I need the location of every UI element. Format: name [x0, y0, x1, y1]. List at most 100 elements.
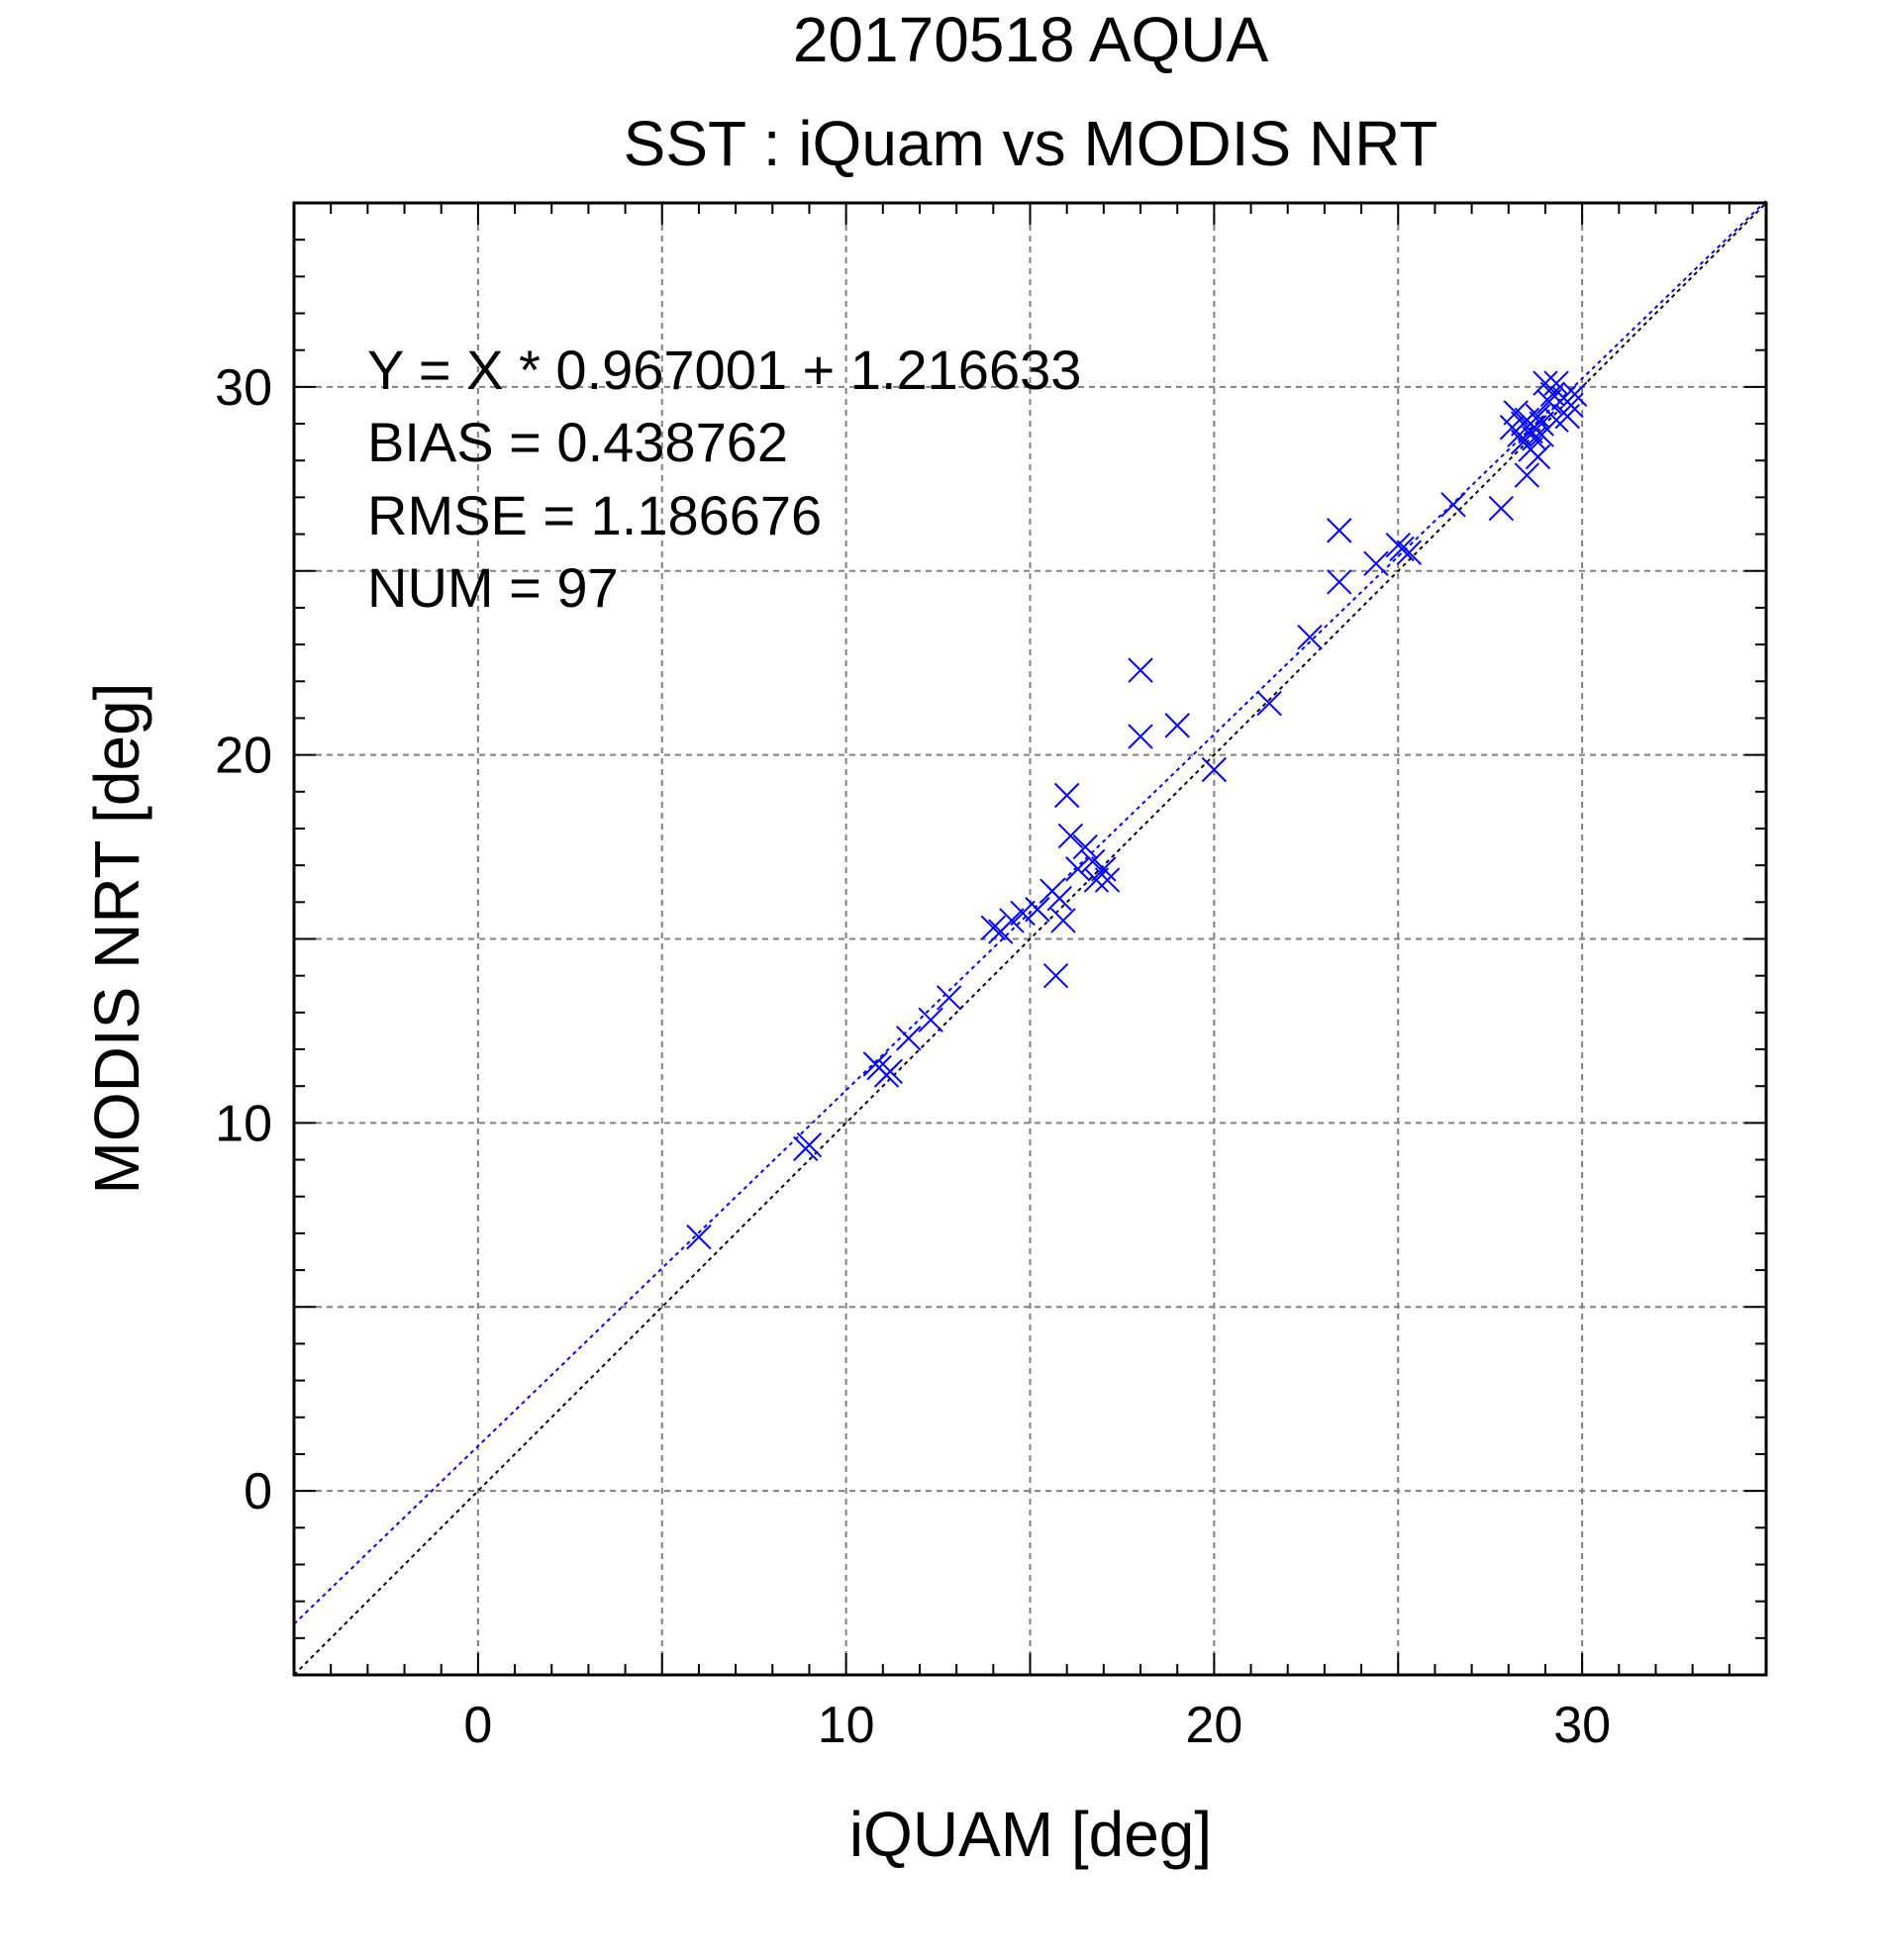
data-point-stroke — [1503, 400, 1529, 426]
data-point-stroke — [793, 1135, 819, 1162]
data-point-stroke — [1363, 550, 1389, 577]
num-value: NUM = 97 — [367, 556, 619, 619]
data-point-stroke — [1297, 624, 1323, 650]
data-point — [1543, 370, 1569, 396]
chart-subtitle: SST : iQuam vs MODIS NRT — [624, 108, 1438, 179]
data-point — [1396, 539, 1423, 565]
data-point-stroke — [877, 1058, 903, 1085]
x-tick-label: 20 — [1185, 1697, 1242, 1754]
data-point-stroke — [1529, 411, 1554, 437]
data-point — [1094, 867, 1121, 893]
data-point — [1561, 381, 1588, 408]
data-point-stroke — [1128, 657, 1153, 683]
data-point-stroke — [1025, 897, 1050, 923]
data-point — [1529, 411, 1554, 437]
data-point — [1201, 756, 1228, 783]
regression-equation: Y = X * 0.967001 + 1.216633 — [367, 339, 1081, 401]
data-point-stroke — [686, 1224, 712, 1250]
data-point-stroke — [1396, 539, 1423, 565]
data-point-stroke — [1327, 518, 1352, 543]
data-point — [999, 908, 1025, 933]
stats-annotation: Y = X * 0.967001 + 1.216633 BIAS = 0.438… — [367, 339, 1081, 619]
data-point-stroke — [1010, 900, 1036, 927]
data-point-stroke — [1525, 443, 1551, 470]
data-point — [1057, 823, 1084, 849]
data-point — [1128, 657, 1153, 683]
y-tick-label: 0 — [244, 1463, 272, 1520]
data-point-stroke — [1327, 569, 1352, 595]
data-point-stroke — [1057, 823, 1084, 849]
data-point-stroke — [1091, 856, 1117, 882]
data-point — [1440, 492, 1466, 518]
identity-line — [293, 202, 1767, 1676]
data-point-stroke — [896, 1026, 922, 1051]
data-point — [793, 1135, 819, 1162]
data-point — [686, 1224, 712, 1250]
data-point — [896, 1026, 922, 1051]
data-point-stroke — [1046, 885, 1072, 912]
data-point-stroke — [999, 908, 1025, 933]
data-point-stroke — [1053, 782, 1080, 809]
data-point-stroke — [1440, 492, 1466, 518]
data-point-stroke — [1164, 713, 1190, 738]
y-tick-labels: 0 10 20 30 — [215, 359, 272, 1520]
data-point — [1525, 443, 1551, 470]
data-point-stroke — [1535, 389, 1562, 415]
data-point-stroke — [1042, 962, 1069, 989]
data-point-stroke — [1201, 756, 1228, 783]
plot-frame — [292, 201, 1768, 1677]
data-point-stroke — [918, 1007, 943, 1032]
data-point — [980, 915, 1007, 941]
x-tick-labels: 0 10 20 30 — [463, 1697, 1611, 1754]
identity-line-path — [293, 202, 1767, 1676]
data-point-stroke — [1072, 833, 1098, 860]
data-point — [1042, 962, 1069, 989]
data-point — [1083, 867, 1110, 893]
data-point — [1025, 897, 1050, 923]
data-point-stroke — [1065, 856, 1091, 882]
y-tick-label: 30 — [215, 359, 272, 417]
x-tick-label: 0 — [463, 1697, 492, 1754]
regression-line-path — [293, 199, 1767, 1625]
data-point-stroke — [1543, 370, 1569, 396]
data-point — [1514, 462, 1540, 488]
y-axis-label: MODIS NRT [deg] — [81, 683, 152, 1195]
data-point — [1327, 518, 1352, 543]
data-point — [877, 1058, 903, 1085]
data-point — [1503, 400, 1529, 426]
data-points — [686, 370, 1588, 1250]
bias-value: BIAS = 0.438762 — [367, 411, 788, 473]
x-tick-label: 30 — [1553, 1697, 1611, 1754]
chart-title: 20170518 AQUA — [793, 4, 1269, 75]
data-point — [937, 985, 962, 1011]
data-point-stroke — [980, 915, 1007, 941]
data-point — [1164, 713, 1190, 738]
rmse-value: RMSE = 1.186676 — [367, 484, 822, 546]
data-point-stroke — [937, 985, 962, 1011]
grid — [294, 203, 1766, 1675]
data-point — [1065, 856, 1091, 882]
data-point — [1010, 900, 1036, 927]
data-point — [1327, 569, 1352, 595]
data-point-stroke — [1561, 381, 1588, 408]
data-point — [1488, 495, 1515, 522]
data-point — [1533, 370, 1558, 396]
data-point — [1256, 690, 1282, 717]
data-point-stroke — [1128, 724, 1153, 749]
y-tick-label: 20 — [215, 728, 272, 785]
data-point — [1389, 536, 1415, 562]
data-point — [1072, 833, 1098, 860]
data-point — [1050, 908, 1076, 933]
data-point — [1053, 782, 1080, 809]
regression-line — [293, 199, 1767, 1625]
data-point — [1297, 624, 1323, 650]
data-point-stroke — [1514, 462, 1540, 488]
data-point — [1046, 885, 1072, 912]
data-point-stroke — [1488, 495, 1515, 522]
data-point-stroke — [1256, 690, 1282, 717]
data-point — [1363, 550, 1389, 577]
data-point — [1535, 389, 1562, 415]
data-point — [1128, 724, 1153, 749]
data-point — [918, 1007, 943, 1032]
x-axis-label: iQUAM [deg] — [849, 1799, 1212, 1870]
